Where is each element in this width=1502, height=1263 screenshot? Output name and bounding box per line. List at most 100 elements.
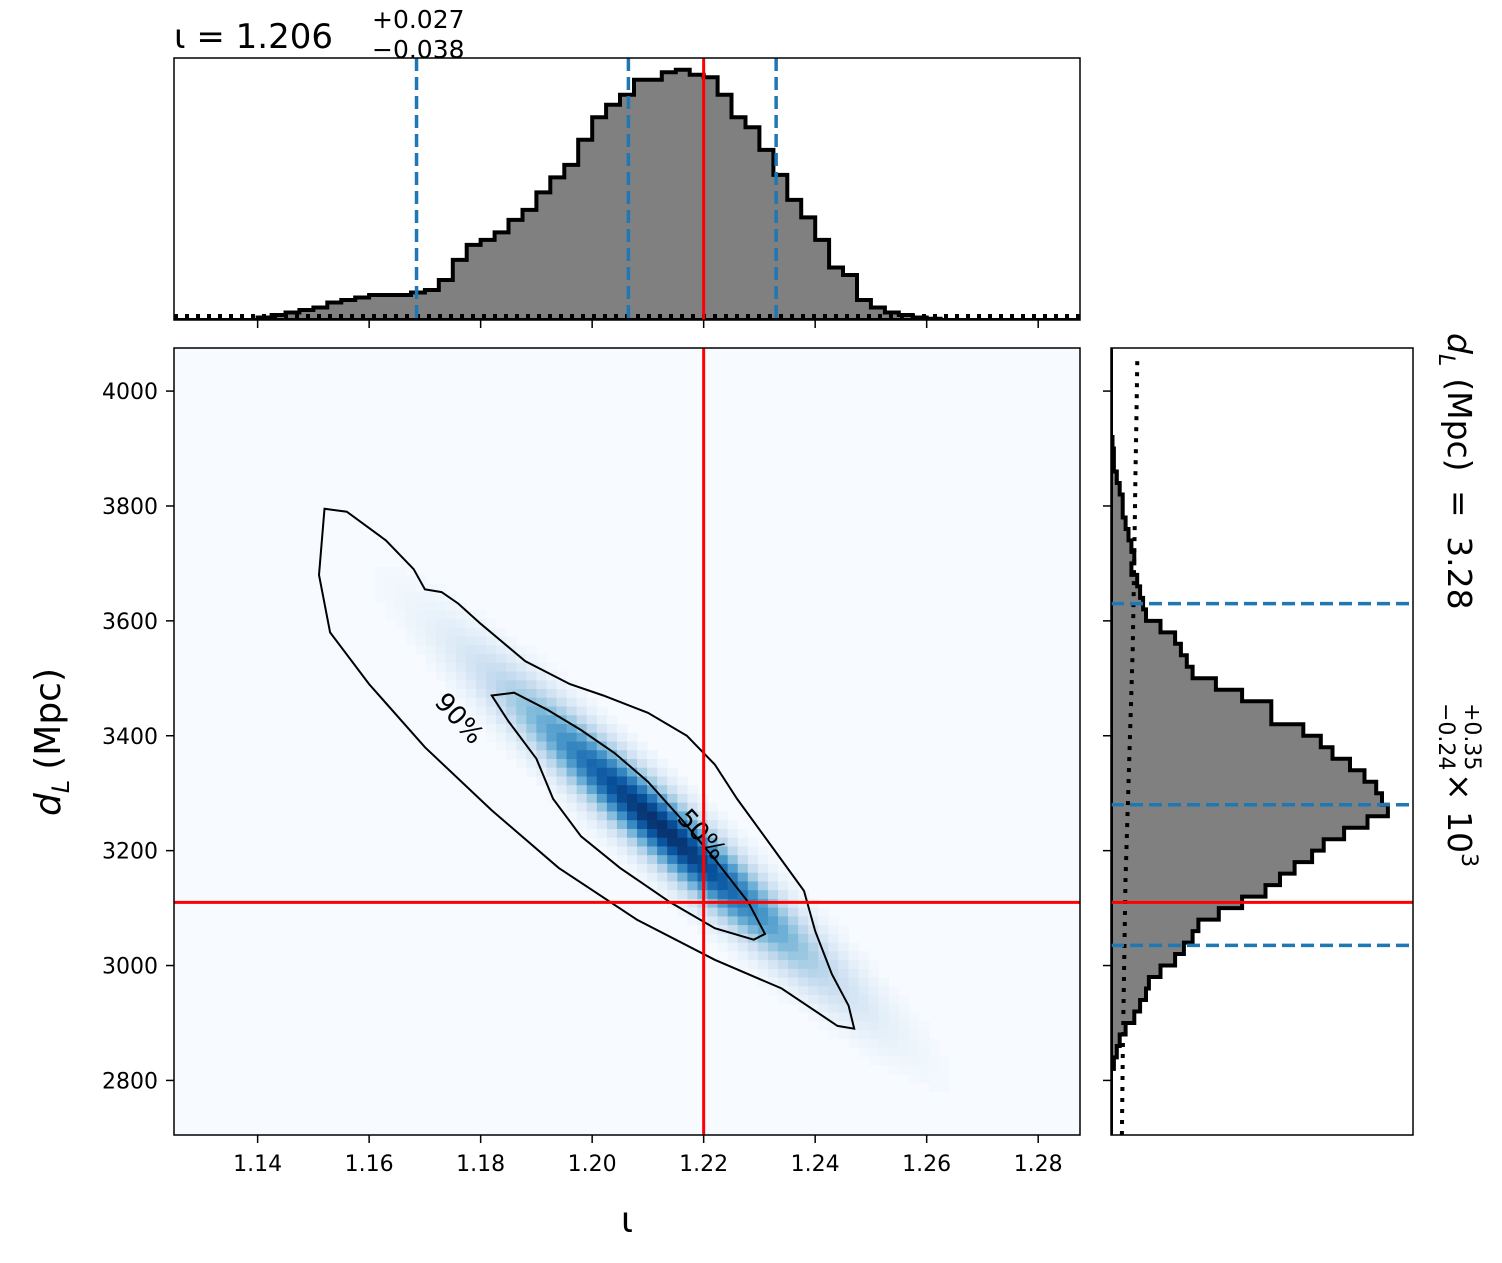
density-cell [516,680,527,690]
density-cell [918,1073,930,1084]
density-cell [757,872,769,883]
density-cell [627,785,638,795]
density-cell [798,890,809,900]
density-cell [435,654,447,664]
density-cell [717,872,729,883]
density-cell [455,697,467,708]
density-cell [788,942,799,952]
density-cell [858,1012,870,1022]
density-cell [667,863,678,874]
density-cell [616,802,628,813]
density-cell [727,890,739,900]
density-cell [556,793,568,804]
density-cell [576,767,588,778]
density-cell [808,986,819,996]
density-cell [818,968,829,979]
density-cell [647,820,658,830]
density-cell [496,662,507,673]
density-cell [606,767,618,778]
dl-title-minus: −0.24 [1433,703,1458,770]
iota-histogram [174,58,1080,320]
density-cell [445,636,457,646]
density-cell [606,741,618,751]
density-cell [778,890,789,900]
density-cell [868,960,880,970]
density-cell [516,741,527,751]
density-cell [898,1003,910,1014]
density-cell [647,767,658,778]
density-cell [818,986,829,996]
density-cell [627,837,638,848]
density-cell [606,776,618,786]
density-cell [536,697,548,708]
density-cell [898,1065,910,1075]
density-cell [435,601,447,611]
density-cell [556,758,568,769]
density-cell [808,916,819,926]
density-cell [737,846,749,856]
svg-text:dL(Mpc) = 3.28: dL(Mpc) = 3.28 [1433,333,1479,610]
density-cell [778,925,789,935]
density-cell [526,715,537,725]
density-cell [687,863,699,874]
density-cell [616,828,628,839]
density-cell [445,654,457,664]
density-cell [526,671,537,681]
density-cell [637,820,648,830]
density-cell [788,968,799,979]
density-cell [445,601,457,611]
iota-marginal-panel: ι = 1.206 +0.027 −0.038 [173,5,1081,328]
density-cell [566,802,578,813]
density-cell [606,846,618,856]
density-cell [788,960,799,970]
density-cell [727,863,739,874]
density-cell [546,793,558,804]
density-cell [707,820,719,830]
density-cell [727,820,739,830]
density-cell [415,645,427,655]
density-cell [677,872,688,883]
density-cell [667,855,678,865]
density-cell [627,767,638,778]
density-cell [435,636,447,646]
density-cell [395,575,407,585]
density-cell [425,654,437,664]
density-cell [818,1021,829,1031]
density-cell [435,610,447,620]
density-cell [848,977,860,987]
density-cell [778,995,789,1005]
density-cell [637,846,648,856]
density-cell [627,793,638,804]
density-cell [828,933,839,944]
density-cell [677,907,688,917]
density-cell [788,951,799,961]
density-cell [506,671,517,681]
density-cell [727,933,739,944]
density-cell [536,654,548,664]
density-cell [455,610,467,620]
density-cell [526,662,537,673]
density-cell [647,837,658,848]
density-cell [929,1073,940,1084]
density-cell [818,907,829,917]
density-cell [476,706,487,716]
y-tick-label: 3600 [102,610,158,635]
density-cell [556,715,568,725]
density-cell [808,977,819,987]
density-cell [586,750,598,760]
density-cell [858,977,870,987]
density-cell [476,654,487,664]
density-cell [596,715,608,725]
density-cell [727,837,739,848]
density-cell [647,758,658,769]
density-cell [798,960,809,970]
density-cell [566,697,578,708]
density-cell [687,846,699,856]
density-cell [838,995,850,1005]
dl-marginal-frame [1110,347,1414,1136]
density-cell [687,811,699,821]
density-cell [596,776,608,786]
density-cell [536,758,548,769]
density-cell [486,706,497,716]
density-cell [506,697,517,708]
